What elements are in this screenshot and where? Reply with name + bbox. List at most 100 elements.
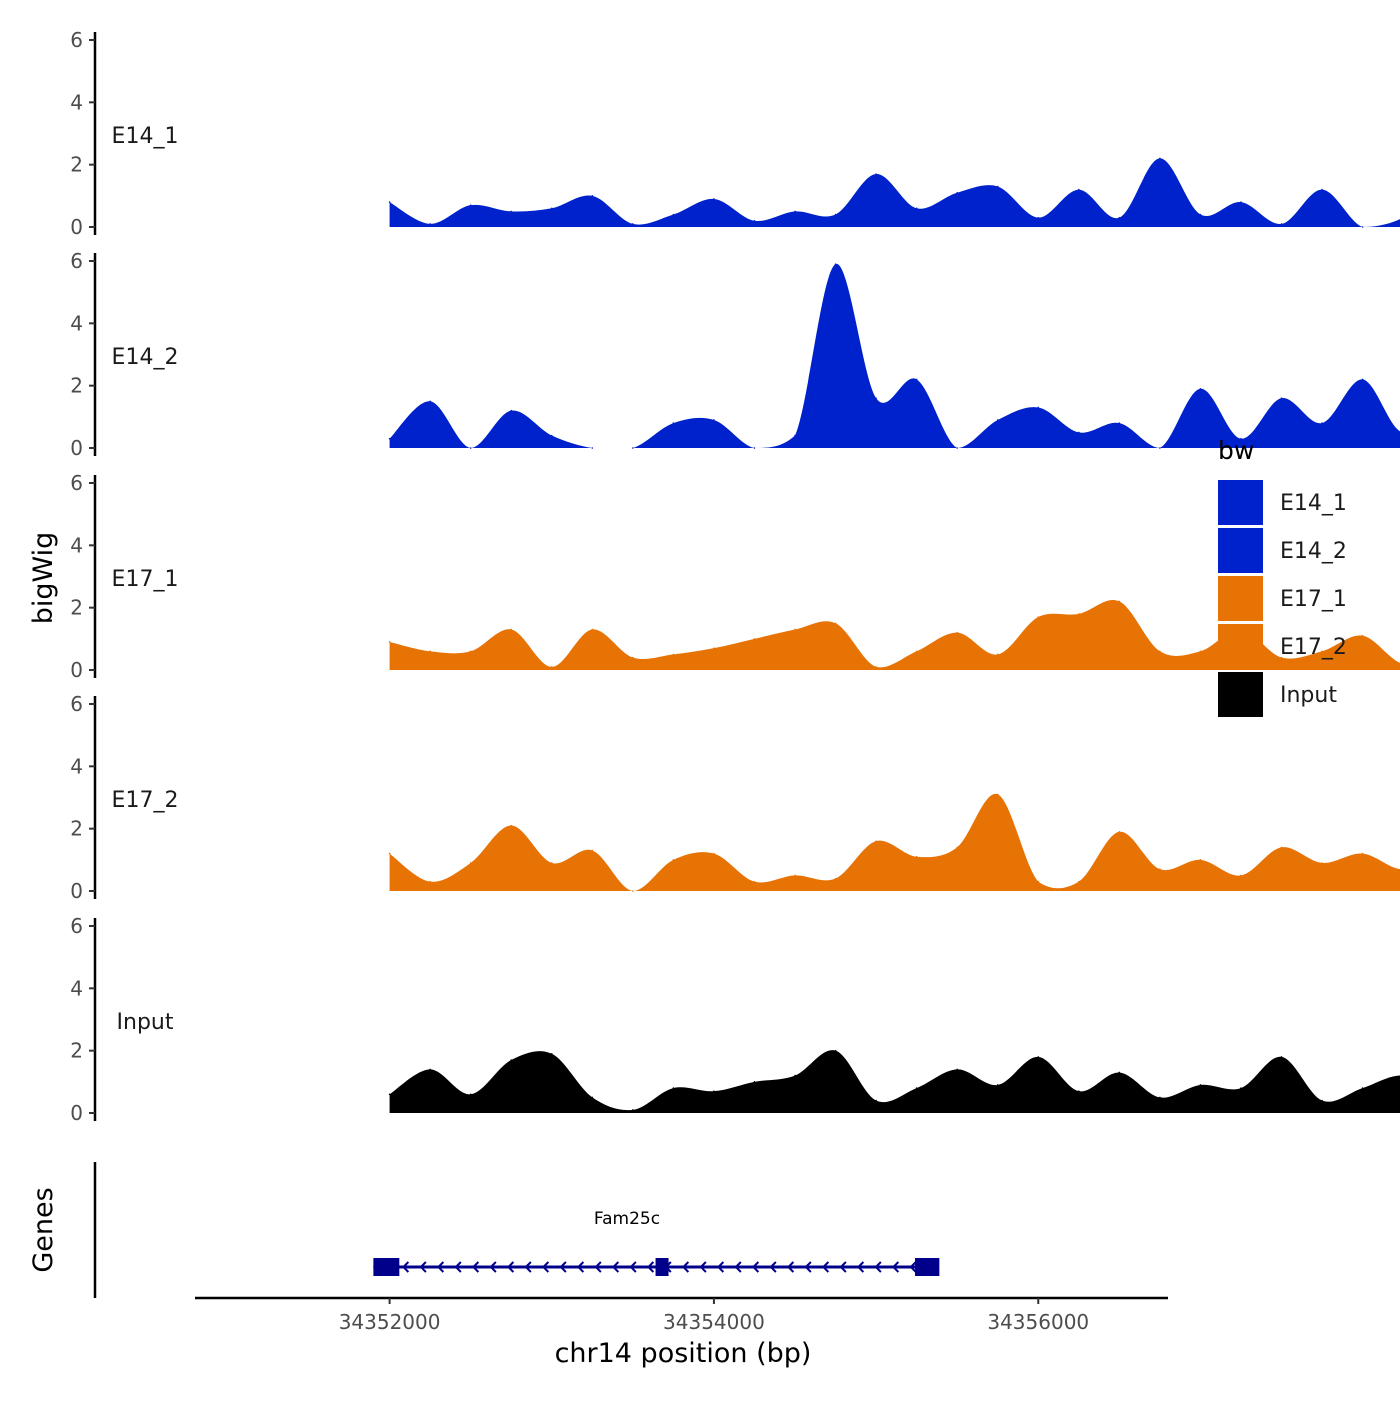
- signal-bin-point: [1321, 862, 1323, 864]
- signal-bin-point: [1118, 1071, 1121, 1074]
- strand-arrow: [471, 1261, 480, 1273]
- signal-bin-point: [429, 1068, 431, 1071]
- signal-bin-point: [1280, 1056, 1283, 1058]
- signal-bin-point: [591, 195, 594, 197]
- strand-arrow: [576, 1261, 585, 1273]
- signal-bin-point: [510, 628, 513, 631]
- legend-label: E14_1: [1280, 491, 1347, 516]
- signal-bin-point: [1321, 1099, 1323, 1102]
- y-tick-label: 2: [70, 374, 83, 398]
- strand-arrow: [716, 1261, 725, 1273]
- signal-bin-point: [1361, 634, 1364, 637]
- signal-bin-point: [1037, 880, 1040, 883]
- signal-bin-point: [1361, 1087, 1364, 1089]
- strand-arrow: [891, 1261, 900, 1273]
- signal-bin-point: [713, 852, 715, 855]
- legend-entry-E17_1: E17_1: [1218, 576, 1347, 621]
- signal-bin-point: [1280, 223, 1283, 225]
- signal-bin-point: [550, 666, 553, 668]
- strand-arrow: [839, 1261, 847, 1273]
- signal-area-E17_1: [389, 600, 1400, 670]
- y-tick-label: 2: [70, 1039, 83, 1063]
- strand-arrow: [594, 1261, 602, 1273]
- signal-bin-point: [915, 650, 918, 653]
- signal-bin-point: [1361, 852, 1364, 855]
- genes-track-label: Genes: [28, 1187, 59, 1272]
- signal-bin-point: [1118, 422, 1121, 424]
- gene-exon: [373, 1258, 400, 1276]
- signal-bin-point: [469, 204, 472, 206]
- x-tick-label: 34356000: [987, 1310, 1089, 1334]
- signal-bin-point: [713, 647, 715, 649]
- signal-bin-point: [388, 641, 391, 643]
- signal-bin-point: [632, 656, 634, 659]
- signal-bin-point: [550, 862, 553, 864]
- legend-entry-Input: Input: [1218, 672, 1337, 717]
- strand-arrow: [874, 1261, 882, 1273]
- legend-entry-E14_1: E14_1: [1218, 480, 1347, 525]
- signal-bin-point: [915, 378, 918, 381]
- signal-bins-E17_2: [388, 793, 1364, 892]
- strand-arrow: [541, 1261, 550, 1273]
- signal-bin-point: [1078, 1090, 1080, 1092]
- signal-bin-point: [591, 849, 594, 852]
- signal-bin-point: [996, 653, 999, 656]
- signal-bin-point: [388, 437, 391, 440]
- signal-bin-point: [1240, 1087, 1242, 1089]
- gene-exon: [915, 1258, 940, 1276]
- strand-arrow: [454, 1261, 462, 1273]
- signal-bin-point: [1159, 868, 1161, 870]
- signal-bin-point: [1037, 216, 1040, 219]
- signal-bin-point: [753, 219, 756, 222]
- track-label-E14_2: E14_2: [112, 345, 179, 370]
- signal-bin-point: [794, 210, 796, 213]
- gene-Fam25c: Fam25c: [373, 1209, 940, 1276]
- signal-bin-point: [794, 874, 796, 877]
- strand-arrow: [909, 1261, 917, 1273]
- signal-bin-point: [1037, 1056, 1040, 1058]
- legend-title: bw: [1218, 436, 1254, 465]
- track-label-E14_1: E14_1: [112, 124, 179, 149]
- track-label-E17_2: E17_2: [112, 788, 179, 813]
- signal-bin-point: [1159, 157, 1161, 160]
- signal-area-E14_1: [389, 158, 1400, 227]
- signal-bins-E17_1: [388, 600, 1364, 668]
- signal-bin-point: [550, 207, 553, 210]
- signal-bin-point: [956, 846, 958, 849]
- signal-bin-point: [469, 1093, 472, 1096]
- signal-bin-point: [915, 855, 918, 858]
- signal-bin-point: [915, 207, 918, 210]
- y-tick-label: 4: [70, 976, 83, 1000]
- signal-bin-point: [591, 1096, 594, 1099]
- signal-bin-point: [510, 1059, 513, 1061]
- signal-bin-point: [1361, 226, 1364, 228]
- legend-entry-E17_2: E17_2: [1218, 624, 1347, 669]
- legend-swatch: [1218, 672, 1263, 717]
- signal-bin-point: [1159, 447, 1161, 449]
- track-E17_1: 0 2 4 6 E17_1: [70, 471, 1400, 682]
- signal-bin-point: [956, 191, 958, 194]
- track-E14_2: 0 2 4 6 E14_2: [70, 249, 1400, 460]
- signal-bin-point: [875, 1099, 877, 1102]
- signal-bin-point: [794, 434, 796, 437]
- signal-tracks: 0 2 4 6 E14_1 0 2 4 6 E14_2 0 2 4 6 E17_1 0 2 4 6 E17_2 0 2 4 6…: [70, 28, 1400, 1125]
- signal-bin-point: [1280, 656, 1283, 659]
- strand-arrow: [436, 1261, 445, 1273]
- signal-bin-point: [996, 1084, 999, 1086]
- signal-bin-point: [388, 1093, 391, 1096]
- strand-arrow: [489, 1261, 497, 1273]
- signal-bin-point: [875, 840, 877, 842]
- y-tick-label: 6: [70, 28, 83, 52]
- signal-bin-point: [713, 419, 715, 421]
- track-label-E17_1: E17_1: [112, 567, 179, 592]
- strand-arrow: [559, 1261, 567, 1273]
- track-Input: 0 2 4 6 Input: [70, 914, 1400, 1125]
- signal-bin-point: [1159, 650, 1161, 653]
- track-label-Input: Input: [117, 1010, 174, 1035]
- signal-bin-point: [510, 409, 513, 412]
- signal-bin-point: [429, 223, 431, 225]
- signal-area-E17_2: [389, 794, 1400, 891]
- signal-bin-point: [1199, 1084, 1202, 1086]
- signal-bin-point: [1037, 616, 1040, 618]
